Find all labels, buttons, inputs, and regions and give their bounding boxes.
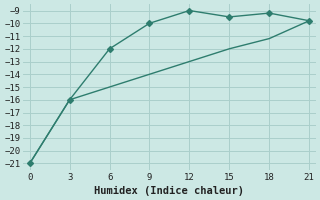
X-axis label: Humidex (Indice chaleur): Humidex (Indice chaleur) [94,186,244,196]
